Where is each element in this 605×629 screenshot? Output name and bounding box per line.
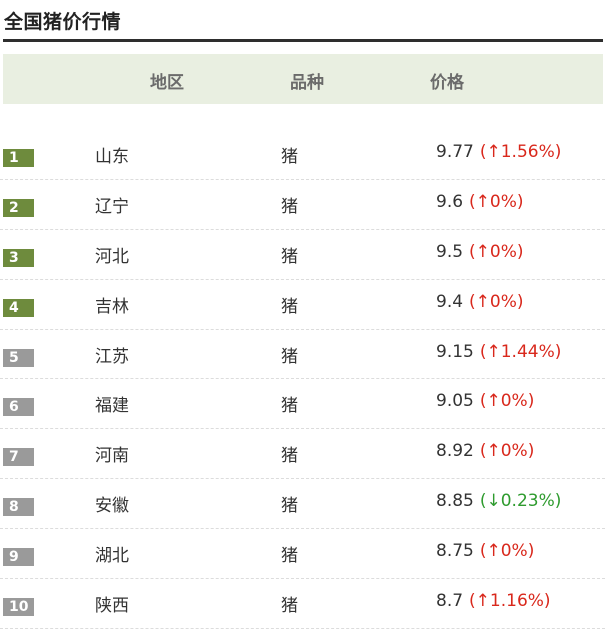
region-cell: 吉林 <box>95 296 129 317</box>
price-change: (↑0%) <box>479 441 535 462</box>
region-cell: 湖北 <box>95 546 129 567</box>
rank-badge: 10 <box>3 598 34 617</box>
region-cell: 陕西 <box>95 596 129 617</box>
table-row[interactable]: 2 辽宁 猪 9.6 (↑0%) <box>0 180 605 230</box>
table-row[interactable]: 3 河北 猪 9.5 (↑0%) <box>0 230 605 280</box>
rank-badge: 9 <box>3 548 34 567</box>
table-row[interactable]: 8 安徽 猪 8.85 (↓0.23%) <box>0 479 605 530</box>
table-header <box>3 54 603 104</box>
table-row[interactable]: 7 河南 猪 8.92 (↑0%) <box>0 429 605 480</box>
rank-badge: 3 <box>3 248 34 267</box>
table-row[interactable]: 5 江苏 猪 9.15 (↑1.44%) <box>0 330 605 380</box>
price-value: 9.05 <box>436 391 474 412</box>
price-change: (↑1.56%) <box>479 142 562 162</box>
variety-cell: 猪 <box>281 446 298 467</box>
price-cell: 8.7 (↑1.16%) <box>436 591 551 611</box>
variety-cell: 猪 <box>281 496 298 517</box>
rank-badge: 4 <box>3 298 34 317</box>
price-cell: 8.75 (↑0%) <box>436 541 534 561</box>
region-cell: 辽宁 <box>95 196 129 217</box>
table-row[interactable]: 1 山东 猪 9.77 (↑1.56%) <box>0 130 605 180</box>
price-cell: 9.77 (↑1.56%) <box>436 142 561 162</box>
price-change: (↑0%) <box>469 191 524 212</box>
rank-badge: 5 <box>3 348 34 367</box>
column-header-price: 价格 <box>430 73 464 93</box>
rank-badge: 8 <box>3 498 34 517</box>
variety-cell: 猪 <box>281 196 298 217</box>
price-change: (↑1.44%) <box>479 341 562 362</box>
price-cell: 9.05 (↑0%) <box>436 391 534 411</box>
price-value: 9.6 <box>436 191 464 212</box>
price-value: 9.4 <box>436 291 464 312</box>
table-row[interactable]: 4 吉林 猪 9.4 (↑0%) <box>0 280 605 330</box>
region-cell: 福建 <box>95 396 129 417</box>
rank-badge: 6 <box>3 398 34 417</box>
title-divider <box>3 39 603 42</box>
table-row[interactable]: 9 湖北 猪 8.75 (↑0%) <box>0 529 605 580</box>
price-cell: 8.85 (↓0.23%) <box>436 491 561 511</box>
variety-cell: 猪 <box>281 346 298 367</box>
page-title: 全国猪价行情 <box>4 11 122 33</box>
price-table-body: 1 山东猪 9.77 (↑1.56%) 2 辽宁猪 9.6 (↑0%) 3 河北猪 9.5 (↑0%)… <box>0 130 605 629</box>
price-value: 8.75 <box>436 541 474 562</box>
region-cell: 河南 <box>95 446 129 467</box>
region-cell: 山东 <box>95 147 129 167</box>
price-value: 8.7 <box>436 591 464 612</box>
table-row[interactable]: 10 陕西 猪 8.7 (↑1.16%) <box>0 579 605 629</box>
price-value: 8.92 <box>436 441 474 462</box>
rank-badge: 7 <box>3 448 34 467</box>
column-header-variety: 品种 <box>290 73 324 93</box>
variety-cell: 猪 <box>281 546 298 567</box>
variety-cell: 猪 <box>281 246 298 267</box>
price-change: (↓0.23%) <box>479 491 562 512</box>
variety-cell: 猪 <box>281 396 298 417</box>
rank-badge: 2 <box>3 198 34 217</box>
price-value: 8.85 <box>436 491 474 512</box>
table-row[interactable]: 6 福建 猪 9.05 (↑0%) <box>0 379 605 430</box>
region-cell: 江苏 <box>95 346 129 367</box>
price-value: 9.5 <box>436 241 464 262</box>
price-cell: 8.92 (↑0%) <box>436 441 534 461</box>
column-header-region: 地区 <box>150 73 184 93</box>
price-change: (↑1.16%) <box>469 591 551 612</box>
region-cell: 安徽 <box>95 496 129 517</box>
price-change: (↑0%) <box>469 241 524 262</box>
variety-cell: 猪 <box>281 147 298 167</box>
variety-cell: 猪 <box>281 596 298 617</box>
price-cell: 9.15 (↑1.44%) <box>436 342 561 362</box>
rank-badge: 1 <box>3 149 34 167</box>
price-value: 9.15 <box>436 341 474 362</box>
price-cell: 9.6 (↑0%) <box>436 192 524 212</box>
price-change: (↑0%) <box>479 541 535 562</box>
variety-cell: 猪 <box>281 296 298 317</box>
price-cell: 9.4 (↑0%) <box>436 292 524 312</box>
region-cell: 河北 <box>95 246 129 267</box>
price-change: (↑0%) <box>469 291 524 312</box>
price-cell: 9.5 (↑0%) <box>436 242 524 262</box>
price-value: 9.77 <box>436 142 474 162</box>
price-change: (↑0%) <box>479 391 535 412</box>
